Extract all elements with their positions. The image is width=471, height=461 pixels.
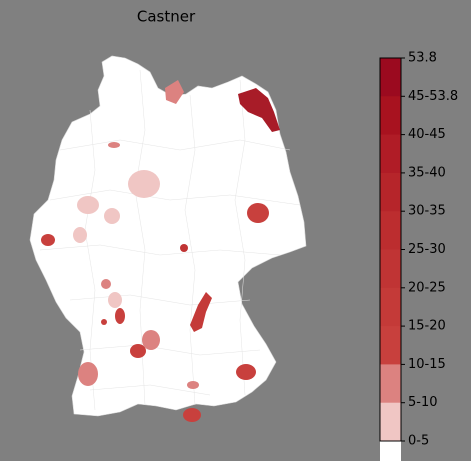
district xyxy=(73,227,87,243)
district xyxy=(115,308,125,324)
colorbar-segment xyxy=(380,402,401,442)
colorbar-label: 10-15 xyxy=(408,357,446,372)
germany-map xyxy=(29,55,307,422)
district xyxy=(247,203,269,223)
map-title: Castner xyxy=(137,8,196,26)
district xyxy=(187,381,199,389)
colorbar-segment xyxy=(380,287,401,327)
colorbar-segment xyxy=(380,326,401,365)
colorbar-segment xyxy=(380,364,401,404)
district xyxy=(128,170,160,198)
country-outline xyxy=(29,55,307,417)
colorbar-segment xyxy=(380,441,401,461)
colorbar-label: 5-10 xyxy=(408,395,438,410)
colorbar-label: 0-5 xyxy=(408,434,429,449)
district xyxy=(108,142,120,148)
colorbar-segment xyxy=(380,58,401,97)
colorbar-label: 30-35 xyxy=(408,204,446,219)
colorbar-label: 20-25 xyxy=(408,280,446,295)
district xyxy=(41,234,55,246)
district xyxy=(183,408,201,422)
district xyxy=(77,196,99,214)
colorbar-segment xyxy=(380,211,401,250)
colorbar-segment xyxy=(380,134,401,174)
colorbar-label: 45-53.8 xyxy=(408,89,458,104)
highlighted-districts xyxy=(41,80,280,422)
colorbar-label: 53.8 xyxy=(408,51,437,66)
district xyxy=(104,208,120,224)
district xyxy=(130,344,146,358)
colorbar-label: 25-30 xyxy=(408,242,446,257)
colorbar-label: 35-40 xyxy=(408,165,446,180)
district xyxy=(236,364,256,380)
district xyxy=(108,292,122,308)
colorbar-label: 15-20 xyxy=(408,319,446,334)
colorbar-segment xyxy=(380,172,401,212)
district xyxy=(190,292,212,332)
district xyxy=(142,330,160,350)
district xyxy=(180,244,188,252)
district xyxy=(101,279,111,289)
district xyxy=(78,362,98,386)
district-borders xyxy=(39,69,301,411)
district xyxy=(165,80,184,104)
colorbar-segment xyxy=(380,96,401,136)
district xyxy=(238,88,280,132)
colorbar: 53.8 45-53.8 40-45 35-40 30-35 25-30 20-25 15-2… xyxy=(379,51,458,461)
district xyxy=(101,319,107,325)
colorbar-segment xyxy=(380,249,401,289)
colorbar-label: 40-45 xyxy=(408,127,446,142)
